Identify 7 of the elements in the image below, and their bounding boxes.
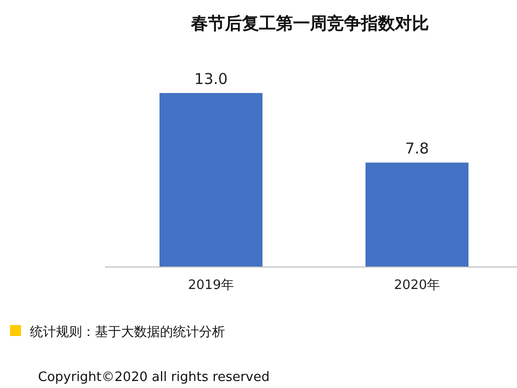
text: Copyright©2020 all rights reserved (38, 370, 270, 385)
data-label: 7.8 (405, 140, 429, 158)
text: 统计规则：基于大数据的统计分析 (30, 325, 225, 340)
data-label: 13.0 (194, 70, 228, 88)
x-tick-label: 2019年 (188, 278, 234, 293)
chart-title: 春节后复工第一周竞争指数对比 (190, 14, 429, 34)
x-tick-label: 2020年 (394, 278, 440, 293)
